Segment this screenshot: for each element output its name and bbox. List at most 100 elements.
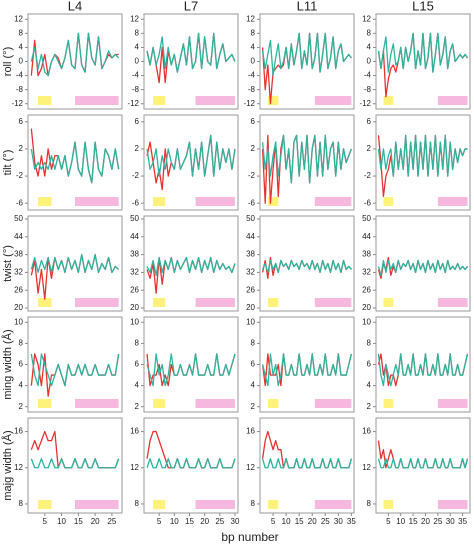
x-tick-label: 15 <box>409 517 418 526</box>
y-tick-label: 0 <box>19 57 24 66</box>
x-tick-label: 15 <box>295 517 304 526</box>
highlight-region <box>195 500 235 509</box>
y-tick-label: 6 <box>135 117 140 126</box>
panel-frame <box>143 13 239 110</box>
highlight-region <box>75 197 119 206</box>
panel-title: L7 <box>184 0 198 13</box>
y-tick-label: 6 <box>19 117 24 126</box>
y-tick-label: 0 <box>251 57 256 66</box>
highlight-region <box>153 500 166 509</box>
x-tick-label: 35 <box>458 517 467 526</box>
panel-frame <box>143 417 239 514</box>
y-tick-label: 4 <box>135 381 140 390</box>
series-line <box>30 253 120 274</box>
highlight-region <box>314 399 352 408</box>
series-line <box>377 353 469 387</box>
y-tick-label: 26 <box>130 285 139 294</box>
panel-frame <box>27 215 123 312</box>
highlight-region <box>314 298 352 307</box>
y-tick-label: -2 <box>248 171 256 180</box>
x-tick-label: 10 <box>57 517 66 526</box>
y-axis-label: majg width (Å) <box>1 430 14 500</box>
y-tick-label: 12 <box>130 463 139 472</box>
y-tick-label: 44 <box>246 232 255 241</box>
y-tick-label: 44 <box>362 232 371 241</box>
panel-title: L15 <box>412 0 434 13</box>
series-line <box>261 32 352 105</box>
series-line <box>262 259 352 274</box>
y-tick-label: -6 <box>16 198 24 207</box>
highlight-region <box>38 96 52 105</box>
highlight-region <box>267 399 279 408</box>
series-line <box>30 353 120 387</box>
y-tick-label: 26 <box>362 285 371 294</box>
x-tick-label: 35 <box>347 517 356 526</box>
y-tick-label: 8 <box>19 338 24 347</box>
panel-title: L11 <box>297 0 318 13</box>
highlight-region <box>437 96 468 105</box>
y-tick-label: 38 <box>246 250 255 259</box>
y-tick-label: 32 <box>246 268 255 277</box>
series-line <box>146 353 236 387</box>
y-tick-label: 2 <box>251 144 256 153</box>
y-tick-label: 2 <box>367 144 372 153</box>
y-tick-label: 26 <box>246 285 255 294</box>
y-tick-label: 12 <box>14 463 23 472</box>
highlight-region <box>314 500 352 509</box>
y-tick-label: 2 <box>19 144 24 153</box>
y-tick-label: -4 <box>16 71 24 80</box>
y-tick-label: -2 <box>364 171 372 180</box>
highlight-region <box>38 298 52 307</box>
y-axis-label: twist (°) <box>2 245 14 282</box>
y-tick-label: 38 <box>130 250 139 259</box>
x-tick-label: 5 <box>271 517 276 526</box>
panel-frame <box>27 13 123 110</box>
y-tick-label: -8 <box>364 85 372 94</box>
y-tick-label: -12 <box>127 99 139 108</box>
y-tick-label: -8 <box>132 85 140 94</box>
panel-frame <box>27 316 123 413</box>
y-tick-label: 12 <box>14 14 23 23</box>
x-tick-label: 25 <box>433 517 442 526</box>
highlight-region <box>437 197 468 206</box>
y-tick-label: 8 <box>19 28 24 37</box>
y-tick-label: 20 <box>130 303 139 312</box>
x-tick-label: 5 <box>386 517 391 526</box>
highlight-region <box>267 96 279 105</box>
y-tick-label: 6 <box>367 117 372 126</box>
highlight-region <box>75 96 119 105</box>
panel-frame <box>375 215 471 312</box>
y-tick-label: 20 <box>246 303 255 312</box>
series-line <box>146 32 236 73</box>
y-tick-label: 8 <box>367 338 372 347</box>
highlight-region <box>195 96 235 105</box>
series-line <box>30 141 120 184</box>
series-line <box>146 256 236 277</box>
y-tick-label: 12 <box>246 463 255 472</box>
y-axis-label: ming width (Å) <box>1 329 14 399</box>
y-tick-label: 0 <box>135 57 140 66</box>
highlight-region <box>195 399 235 408</box>
x-tick-label: 15 <box>74 517 83 526</box>
highlight-region <box>383 298 394 307</box>
y-tick-label: 0 <box>367 57 372 66</box>
x-tick-label: 20 <box>91 517 100 526</box>
x-tick-label: 25 <box>321 517 330 526</box>
series-line <box>377 259 469 277</box>
highlight-region <box>314 96 352 105</box>
x-tick-label: 30 <box>231 517 240 526</box>
y-tick-label: 6 <box>251 117 256 126</box>
y-tick-label: 8 <box>135 499 140 508</box>
y-tick-label: 4 <box>251 381 256 390</box>
y-tick-label: 2 <box>135 144 140 153</box>
series-line <box>377 458 469 469</box>
highlight-region <box>437 500 468 509</box>
highlight-region <box>383 197 394 206</box>
y-tick-label: 12 <box>362 463 371 472</box>
y-tick-label: 2 <box>135 402 140 411</box>
highlight-region <box>437 298 468 307</box>
y-tick-label: -6 <box>248 198 256 207</box>
y-tick-label: 10 <box>246 317 255 326</box>
y-tick-label: 6 <box>367 360 372 369</box>
